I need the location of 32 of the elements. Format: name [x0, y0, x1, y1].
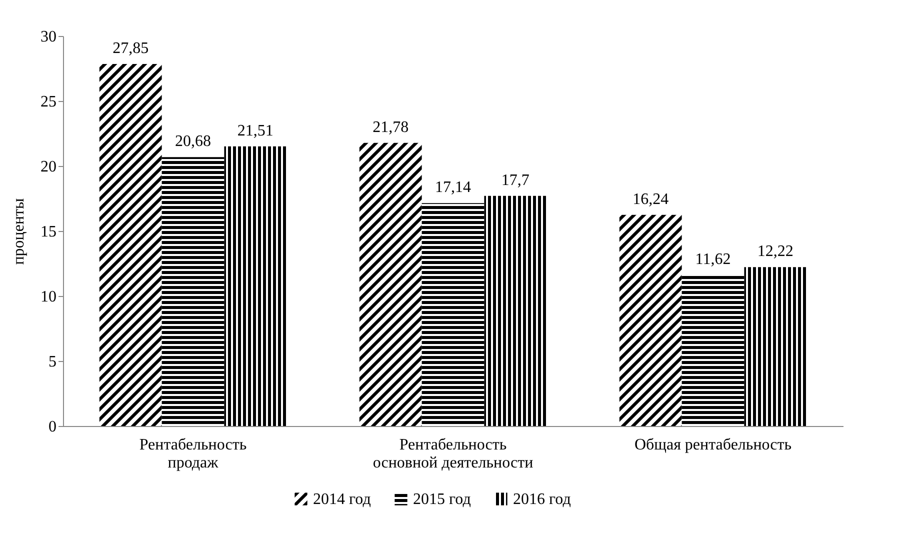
bar: [619, 214, 682, 426]
data-label: 17,7: [501, 172, 530, 189]
y-tick-label: 15: [40, 224, 56, 240]
y-tick-label: 25: [40, 94, 56, 110]
bar: [682, 274, 744, 426]
bar: [484, 196, 547, 426]
data-label: 16,24: [632, 190, 669, 208]
legend-label: 2016 год: [513, 491, 571, 508]
data-label: 21,78: [372, 118, 409, 136]
bar: [744, 267, 807, 426]
x-tick-label: Общая рентабельность: [634, 436, 792, 454]
data-label: 11,62: [695, 250, 731, 268]
y-tick-label: 5: [48, 354, 56, 370]
x-tick-label: Рентабельность продаж: [139, 436, 247, 472]
data-label: 12,22: [757, 243, 794, 260]
y-tick-label: 30: [40, 28, 56, 46]
bar: [422, 203, 484, 426]
data-label: 21,51: [237, 122, 274, 140]
data-label: 20,68: [175, 133, 211, 150]
data-label: 27,85: [112, 40, 149, 57]
y-tick-label: 10: [40, 288, 56, 306]
legend-label: 2014 год: [313, 491, 371, 508]
bar: [224, 146, 287, 426]
legend-label: 2015 год: [413, 491, 471, 508]
x-tick-label: Рентабельность основной деятельности: [372, 436, 534, 472]
y-tick-label: 20: [40, 158, 56, 176]
bar: [359, 142, 422, 426]
bar: [99, 64, 162, 426]
bar: [162, 157, 224, 426]
y-tick-label: 0: [48, 418, 56, 436]
y-axis-title: проценты: [10, 198, 28, 265]
data-label: 17,14: [435, 179, 471, 196]
